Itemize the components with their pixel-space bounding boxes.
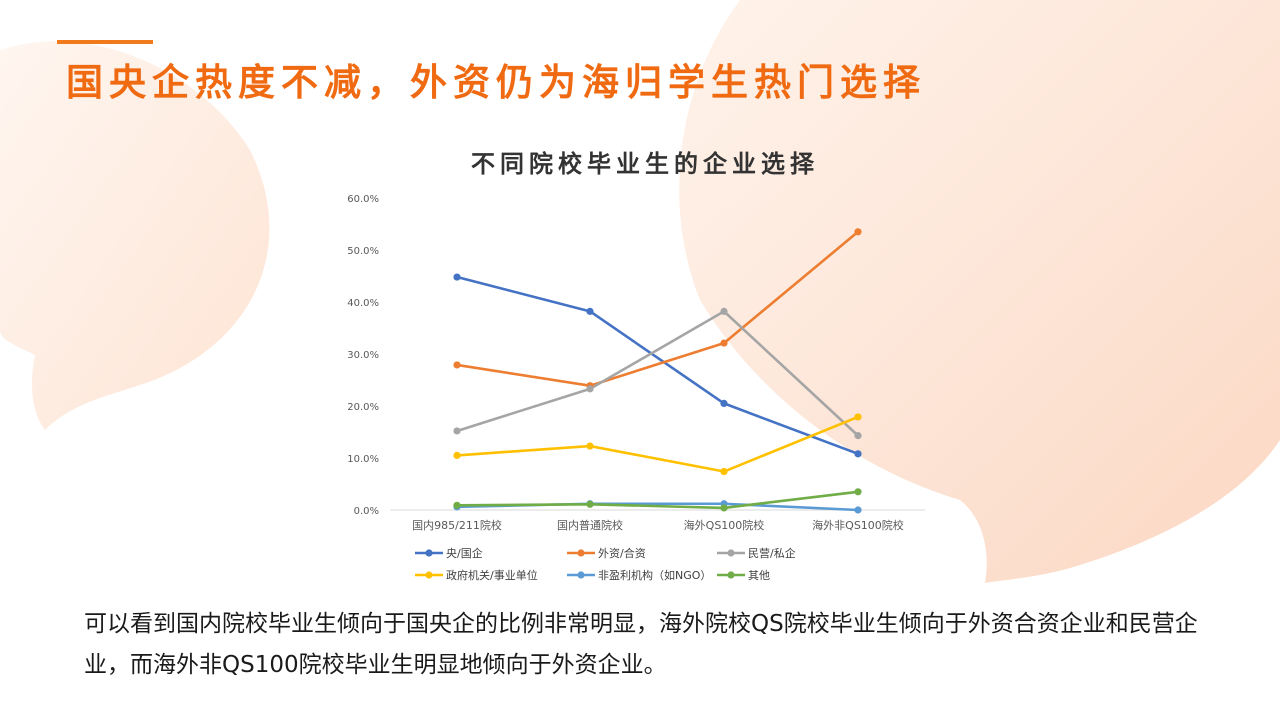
x-axis-tick-labels: 国内985/211院校 国内普通院校 海外QS100院校 海外非QS100院校 xyxy=(412,518,904,532)
x-tick-label: 国内985/211院校 xyxy=(412,518,502,532)
data-point xyxy=(453,501,461,509)
data-point xyxy=(720,339,728,347)
page-title: 国央企热度不减，外资仍为海归学生热门选择 xyxy=(66,61,926,104)
data-point xyxy=(854,506,862,514)
x-tick-label: 海外非QS100院校 xyxy=(812,518,904,532)
series-line xyxy=(455,230,860,388)
y-tick-label: 10.0% xyxy=(347,454,379,465)
data-point xyxy=(453,361,461,369)
y-tick-label: 0.0% xyxy=(354,506,379,517)
y-tick-label: 60.0% xyxy=(347,194,379,205)
line-chart: 0.0% 10.0% 20.0% 30.0% 40.0% 50.0% 60.0% 国内985… xyxy=(347,194,925,532)
series-line xyxy=(455,275,860,456)
series-line xyxy=(455,490,860,510)
y-tick-label: 50.0% xyxy=(347,246,379,257)
data-point xyxy=(720,399,728,407)
title-accent-bar xyxy=(57,40,153,44)
legend-label: 政府机关/事业单位 xyxy=(446,569,538,582)
legend-item: 民营/私企 xyxy=(716,545,796,561)
summary-text: 可以看到国内院校毕业生倾向于国央企的比例非常明显，海外院校QS院校毕业生倾向于外… xyxy=(84,611,1198,678)
x-tick-label: 国内普通院校 xyxy=(557,518,623,532)
data-point xyxy=(854,450,862,458)
data-point xyxy=(586,500,594,508)
data-point xyxy=(720,504,728,512)
data-point xyxy=(453,273,461,281)
data-point xyxy=(586,307,594,315)
legend-item: 非盈利机构（如NGO） xyxy=(566,567,711,583)
y-tick-label: 40.0% xyxy=(347,298,379,309)
data-point xyxy=(586,385,594,393)
data-point xyxy=(453,451,461,459)
legend-label: 非盈利机构（如NGO） xyxy=(598,569,712,582)
data-point xyxy=(854,488,862,496)
chart-title: 不同院校毕业生的企业选择 xyxy=(471,150,819,178)
data-point xyxy=(720,307,728,315)
series-points xyxy=(453,228,862,514)
legend-item: 政府机关/事业单位 xyxy=(414,567,538,583)
legend-label: 外资/合资 xyxy=(598,547,646,560)
y-tick-label: 30.0% xyxy=(347,350,379,361)
series-line xyxy=(455,310,860,437)
right-speech-bubble-shape xyxy=(679,0,1280,583)
legend-swatch xyxy=(415,549,443,557)
data-point xyxy=(854,413,862,421)
legend-swatch xyxy=(567,549,595,557)
left-speech-bubble-shape xyxy=(0,41,270,430)
y-tick-label: 20.0% xyxy=(347,402,379,413)
legend-swatch xyxy=(717,549,745,557)
series-lines xyxy=(455,230,860,512)
series-line xyxy=(455,415,860,473)
legend-label: 民营/私企 xyxy=(748,547,796,560)
data-point xyxy=(854,432,862,440)
data-point xyxy=(720,467,728,476)
legend-item: 央/国企 xyxy=(414,545,483,561)
legend-swatch xyxy=(717,571,745,579)
y-axis-tick-labels: 0.0% 10.0% 20.0% 30.0% 40.0% 50.0% 60.0% xyxy=(347,194,379,517)
legend-item: 其他 xyxy=(716,567,770,583)
legend-label: 其他 xyxy=(748,569,770,582)
legend-swatch xyxy=(415,571,443,579)
data-point xyxy=(586,442,594,450)
legend-item: 外资/合资 xyxy=(566,545,646,561)
legend-label: 央/国企 xyxy=(446,547,483,560)
legend-swatch xyxy=(567,571,595,579)
data-point xyxy=(453,427,461,435)
data-point xyxy=(854,228,862,236)
x-tick-label: 海外QS100院校 xyxy=(684,518,765,532)
